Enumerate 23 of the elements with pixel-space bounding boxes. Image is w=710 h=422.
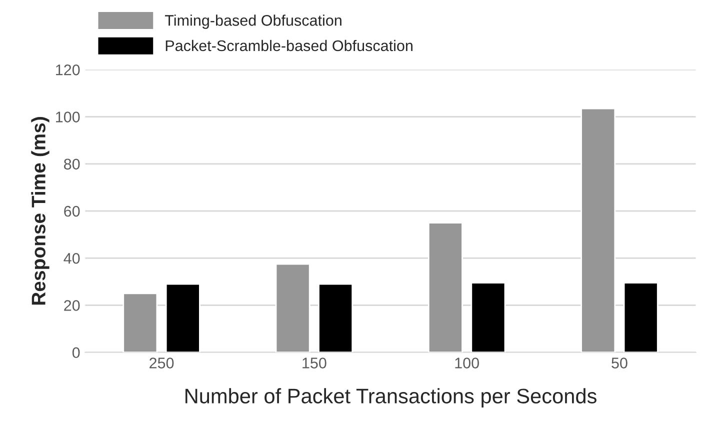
bar [428, 222, 463, 352]
bar [623, 282, 658, 352]
bar [318, 283, 354, 352]
y-tick-label: 40 [64, 252, 80, 264]
x-tick-label: 50 [612, 358, 628, 368]
bar [275, 263, 310, 352]
y-tick-label: 100 [56, 112, 80, 122]
bar [165, 283, 200, 352]
y-tick-label: 80 [64, 158, 80, 170]
x-axis-title: Number of Packet Transactions per Seconds [186, 388, 596, 408]
y-tick-label: 0 [72, 347, 80, 358]
bar [122, 292, 158, 352]
bar [470, 282, 506, 352]
y-tick-label: 120 [56, 64, 80, 76]
x-tick-label: 250 [150, 358, 174, 368]
y-tick-label: 20 [64, 300, 80, 311]
y-tick-label: 60 [64, 206, 80, 217]
bar [580, 108, 616, 352]
x-tick-label: 100 [455, 358, 479, 368]
legend-label: Timing-based Obfuscation [164, 14, 342, 29]
x-tick-label: 150 [302, 358, 326, 368]
y-axis-title: Response Time (ms) [31, 117, 50, 305]
legend-label: Packet-Scramble-based Obfuscation [166, 40, 412, 52]
